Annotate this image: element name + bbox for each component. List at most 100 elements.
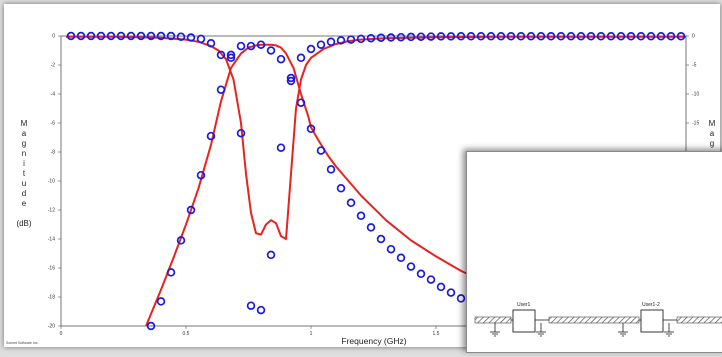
- y-axis-label-letter: g: [22, 139, 26, 148]
- data-point: [486, 32, 496, 41]
- data-point: [246, 301, 256, 310]
- data-point: [336, 184, 346, 193]
- data-point: [656, 32, 666, 41]
- data-point: [356, 211, 366, 221]
- data-point: [276, 143, 286, 152]
- data-point: [316, 146, 326, 155]
- circuit-schematic-inset: User1 User1-2: [466, 151, 722, 353]
- y-axis-label-letter: t: [23, 169, 26, 178]
- right-y-axis-label-letter: g: [710, 139, 714, 148]
- right-y-axis-label-letter: M: [709, 119, 716, 128]
- data-point: [106, 31, 116, 41]
- data-point: [606, 32, 616, 41]
- data-point: [296, 98, 306, 107]
- data-point: [246, 41, 256, 51]
- data-point: [366, 33, 376, 43]
- y-tick-label: -6: [51, 121, 56, 127]
- data-point: [636, 32, 646, 41]
- x-tick-label: 1.5: [433, 331, 440, 337]
- data-point: [216, 50, 226, 60]
- data-point: [96, 31, 106, 41]
- data-point: [456, 294, 466, 303]
- data-point: [496, 32, 506, 41]
- data-point: [256, 40, 266, 49]
- data-point: [176, 32, 186, 41]
- y-axis-label-letter: n: [22, 149, 26, 158]
- data-point: [436, 32, 446, 41]
- y-tick-label: -20: [48, 324, 55, 330]
- right-y-axis-ticks: 0 -5 -10 -15: [686, 34, 699, 127]
- transmission-line: [474, 316, 512, 324]
- x-tick-label: 0: [60, 331, 63, 337]
- data-point: [646, 32, 656, 41]
- data-point: [66, 31, 76, 41]
- x-tick-label: 0.5: [183, 331, 190, 337]
- y-tick-label: -12: [48, 208, 55, 214]
- user1-2-label: User1-2: [642, 302, 660, 308]
- data-point: [316, 40, 326, 49]
- user1-2-block: [640, 309, 664, 333]
- data-point: [326, 37, 336, 47]
- y-tick-label: -2: [51, 63, 56, 69]
- y-tick-label: -14: [48, 237, 55, 243]
- data-point: [396, 32, 406, 42]
- data-point: [156, 31, 166, 41]
- y-axis-label-letter: a: [22, 129, 27, 138]
- data-point: [126, 31, 136, 41]
- data-point: [426, 275, 436, 284]
- data-point: [266, 250, 276, 260]
- data-point: [456, 32, 466, 41]
- data-point: [226, 50, 236, 60]
- series-layer: [66, 31, 686, 331]
- data-point: [156, 297, 166, 306]
- data-point: [386, 33, 396, 42]
- data-point: [576, 32, 586, 41]
- data-point: [186, 33, 196, 42]
- data-point: [146, 31, 156, 41]
- data-point: [426, 32, 436, 41]
- data-point: [366, 223, 376, 232]
- data-point: [666, 32, 676, 41]
- data-point: [376, 234, 386, 244]
- y-tick-label: -16: [48, 266, 55, 272]
- data-point: [406, 32, 416, 42]
- data-point: [206, 131, 216, 141]
- data-point: [516, 32, 526, 41]
- circuit-schematic: User1 User1-2: [474, 302, 722, 337]
- data-point: [286, 73, 296, 83]
- ground-symbol: [664, 323, 674, 337]
- data-point: [466, 32, 476, 41]
- ground-symbol: [536, 323, 546, 337]
- right-y-tick-label: 0: [692, 34, 695, 40]
- data-point: [236, 128, 246, 138]
- data-point: [76, 31, 86, 41]
- y-axis-label-letter: d: [22, 189, 26, 198]
- data-point: [446, 32, 456, 41]
- ground-symbol: [490, 323, 500, 337]
- transmission-line: [676, 316, 722, 324]
- right-y-axis-label: Mag: [709, 119, 716, 148]
- data-point: [416, 32, 426, 41]
- data-point: [616, 32, 626, 41]
- data-point: [86, 31, 96, 41]
- data-point: [226, 53, 236, 63]
- data-point: [676, 32, 686, 41]
- data-point: [216, 85, 226, 94]
- data-point: [586, 32, 596, 41]
- data-point: [326, 165, 336, 174]
- y-axis-ticks: 0 -2 -4 -6 -8 -10 -12 -14 -16 -18 -20: [48, 34, 61, 330]
- data-point: [346, 198, 356, 208]
- data-point: [526, 32, 536, 41]
- data-point: [206, 39, 216, 48]
- data-point: [446, 288, 456, 297]
- data-point: [386, 244, 396, 254]
- data-point: [336, 36, 346, 45]
- x-tick-label: 1: [310, 331, 313, 337]
- right-y-tick-label: -5: [692, 63, 697, 69]
- transmission-line: [548, 316, 640, 324]
- data-point: [406, 262, 416, 271]
- x-axis-ticks: 0 0.5 1 1.5: [60, 326, 440, 337]
- data-point: [266, 46, 276, 55]
- data-point: [146, 321, 156, 331]
